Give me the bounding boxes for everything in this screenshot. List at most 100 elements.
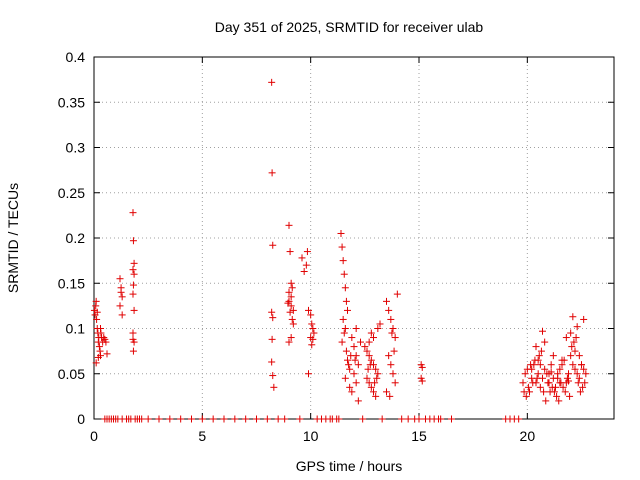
- data-point: [342, 297, 350, 305]
- data-point: [129, 237, 137, 245]
- data-point: [341, 374, 349, 382]
- data-point: [398, 415, 406, 423]
- data-point: [533, 374, 541, 382]
- data-point: [548, 383, 556, 391]
- data-point: [383, 388, 390, 396]
- y-tick-label: 0.05: [58, 366, 85, 382]
- data-point: [437, 415, 445, 423]
- data-point: [130, 270, 138, 278]
- x-tick-label: 20: [520, 428, 536, 444]
- data-point: [386, 392, 394, 400]
- data-point: [350, 343, 358, 351]
- data-point: [536, 383, 544, 391]
- data-point: [270, 383, 278, 391]
- data-point: [363, 347, 371, 355]
- data-point: [269, 314, 277, 322]
- data-point: [269, 241, 277, 249]
- data-point: [541, 365, 549, 373]
- data-point: [95, 343, 103, 351]
- data-point: [569, 361, 577, 369]
- data-point: [305, 306, 312, 314]
- data-point: [404, 415, 412, 423]
- y-tick-label: 0.3: [66, 140, 86, 156]
- data-point: [116, 302, 124, 310]
- data-point: [578, 361, 585, 369]
- data-point: [117, 284, 125, 292]
- data-point: [345, 361, 353, 369]
- data-point: [268, 308, 276, 316]
- data-point: [367, 383, 375, 391]
- data-point: [129, 290, 137, 298]
- data-point: [554, 374, 562, 382]
- data-point: [571, 365, 579, 373]
- x-axis-label: GPS time / hours: [296, 458, 403, 474]
- data-point: [372, 392, 380, 400]
- data-point: [287, 279, 295, 287]
- data-point: [373, 374, 381, 382]
- data-point: [365, 352, 373, 360]
- data-point: [383, 297, 390, 305]
- data-point: [532, 343, 540, 351]
- y-tick-label: 0.25: [58, 185, 85, 201]
- data-point: [287, 334, 295, 342]
- data-point: [579, 383, 587, 391]
- data-point: [527, 361, 535, 369]
- data-point: [116, 275, 124, 283]
- data-point: [305, 370, 312, 378]
- data-point: [209, 415, 217, 423]
- data-point: [220, 415, 228, 423]
- data-point: [418, 363, 426, 371]
- data-point: [367, 329, 375, 337]
- data-point: [354, 361, 362, 369]
- data-points: [90, 78, 590, 423]
- data-point: [581, 379, 589, 387]
- data-point: [535, 352, 543, 360]
- data-point: [393, 290, 401, 298]
- data-point: [357, 338, 364, 346]
- data-point: [350, 370, 358, 378]
- data-point: [284, 299, 292, 307]
- data-point: [274, 415, 282, 423]
- data-point: [524, 383, 532, 391]
- y-axis-label: SRMTID / TECUs: [5, 183, 21, 293]
- data-point: [555, 397, 563, 405]
- data-point: [571, 347, 579, 355]
- data-point: [288, 284, 296, 292]
- data-point: [556, 365, 564, 373]
- data-point: [387, 361, 395, 369]
- data-point: [378, 415, 386, 423]
- data-point: [97, 325, 104, 332]
- data-point: [285, 338, 293, 346]
- data-point: [374, 325, 382, 332]
- data-point: [285, 297, 293, 305]
- data-point: [361, 343, 369, 351]
- data-point: [351, 356, 359, 364]
- data-point: [370, 334, 377, 342]
- data-point: [253, 415, 260, 423]
- data-point: [300, 267, 308, 275]
- data-point: [130, 259, 138, 267]
- data-point: [129, 335, 137, 343]
- data-point: [573, 323, 581, 331]
- data-point: [338, 338, 346, 346]
- data-point: [573, 370, 581, 378]
- data-point: [559, 383, 567, 391]
- data-point: [308, 341, 316, 349]
- data-point: [389, 325, 397, 332]
- data-point: [344, 356, 351, 364]
- data-point: [335, 415, 343, 423]
- data-point: [285, 221, 293, 229]
- data-point: [547, 368, 555, 376]
- y-tick-label: 0.15: [58, 275, 85, 291]
- data-point: [534, 370, 542, 378]
- data-point: [529, 379, 537, 387]
- data-point: [568, 343, 576, 351]
- data-point: [537, 347, 545, 355]
- data-point: [310, 329, 318, 337]
- data-point: [539, 327, 546, 335]
- data-point: [359, 415, 367, 423]
- data-point: [337, 229, 345, 237]
- data-point: [521, 370, 529, 378]
- data-point: [561, 388, 569, 396]
